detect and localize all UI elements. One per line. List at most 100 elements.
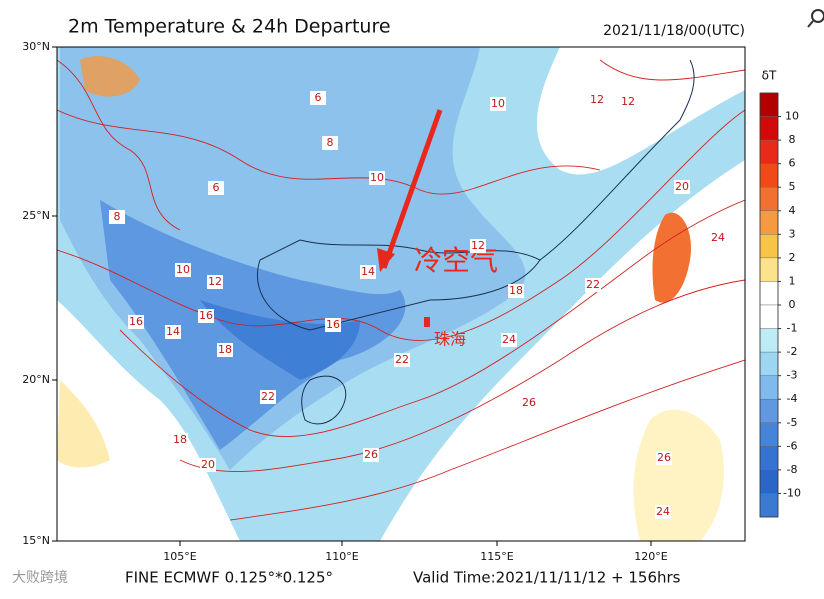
colorbar-label: 3 [789, 227, 796, 240]
colorbar-swatch [759, 210, 779, 235]
contour-label: 6 [315, 91, 322, 104]
colorbar-swatch [759, 234, 779, 259]
colorbar-swatch [759, 375, 779, 400]
colorbar-swatch [759, 257, 779, 282]
contour-label: 26 [364, 448, 378, 461]
lat-label: 15°N [22, 534, 50, 547]
colorbar-label: -2 [787, 345, 798, 358]
colorbar-label: 5 [789, 180, 796, 193]
valid-time: Valid Time:2021/11/11/12 + 156hrs [413, 569, 681, 587]
arrow-shaft [381, 109, 443, 269]
contour-label-bg [394, 353, 410, 367]
contour-label: 8 [114, 210, 121, 223]
arrow-head [377, 248, 395, 272]
contour-label: 12 [471, 239, 485, 252]
colorbar-swatch [759, 116, 779, 141]
colorbar-swatch [759, 187, 779, 211]
contour-label: 24 [502, 333, 516, 346]
colorbar-label: 0 [789, 298, 796, 311]
city-label: 珠海 [434, 330, 466, 349]
city-marker [424, 317, 430, 327]
colorbar-swatch [759, 399, 779, 423]
contour-label: 18 [218, 343, 232, 356]
contour-label-bg [674, 180, 690, 194]
colorbar-label: 10 [785, 110, 799, 123]
contour-label: 14 [166, 325, 180, 338]
colorbar-label: 1 [789, 274, 796, 287]
datetime: 2021/11/18/00(UTC) [603, 23, 745, 39]
contour-label-bg [585, 278, 601, 292]
colorbar-label: -8 [787, 463, 798, 476]
contour-label-bg [369, 171, 385, 185]
lat-label: 20°N [22, 373, 50, 386]
contour-label: 24 [711, 231, 725, 244]
contour-label: 20 [675, 180, 689, 193]
contour-label: 10 [370, 171, 384, 184]
colorbar-swatch [759, 422, 779, 447]
contour-label: 18 [509, 284, 523, 297]
contour-label: 18 [173, 433, 187, 446]
contour-label-bg [589, 93, 605, 107]
colorbar-title: δT [762, 69, 777, 83]
contour-label-bg [655, 505, 671, 519]
contour-label: 10 [491, 97, 505, 110]
colorbar-swatch [759, 493, 779, 518]
contour-label: 10 [176, 263, 190, 276]
colorbar-label: -6 [787, 439, 798, 452]
contour-label: 26 [657, 451, 671, 464]
contour-label-bg [217, 343, 233, 357]
colorbar-swatch [759, 304, 779, 329]
contour-label: 12 [208, 275, 222, 288]
generated: 105°E 110°E 115°E 120°E30°N25°N20°N15°N1010… [22, 40, 801, 563]
contour-label: 22 [395, 353, 409, 366]
contour-label-bg [322, 136, 338, 150]
colorbar-label: -10 [783, 486, 801, 499]
contour-label: 22 [261, 390, 275, 403]
colorbar-label: 8 [789, 133, 796, 146]
colorbar-swatch [759, 469, 779, 494]
map-frame [56, 46, 746, 542]
contour-label-bg [198, 309, 214, 323]
contour-label-bg [208, 181, 224, 195]
colorbar-label: -3 [787, 369, 798, 382]
contour-label-bg [109, 210, 125, 224]
contour-label-bg [363, 448, 379, 462]
contour-label: 6 [213, 181, 220, 194]
map-field [57, 47, 745, 541]
model-label: FINE ECMWF 0.125°*0.125° [125, 569, 333, 587]
colorbar-swatch [759, 328, 779, 353]
contour-label-bg [710, 231, 726, 245]
contour-label: 26 [522, 396, 536, 409]
contour-label-bg [470, 239, 486, 253]
title: 2m Temperature & 24h Departure [68, 16, 391, 38]
contour-label-bg [521, 396, 537, 410]
contour-label-bg [325, 318, 341, 332]
colorbar-swatch [759, 351, 779, 376]
lon-label: 105°E [163, 550, 196, 563]
contour-label-bg [620, 95, 636, 109]
contour-label-bg [490, 97, 506, 111]
contour-label: 16 [326, 318, 340, 331]
lat-label: 25°N [22, 209, 50, 222]
contour-label: 12 [590, 93, 604, 106]
contour-label: 14 [361, 265, 375, 278]
colorbar-swatch [759, 281, 779, 306]
contour-label: 16 [199, 309, 213, 322]
contour-label-bg [172, 433, 188, 447]
colorbar-label: -1 [787, 322, 798, 335]
contour-label-bg [656, 451, 672, 465]
tool-icon[interactable] [807, 9, 824, 28]
contour-label: 16 [129, 315, 143, 328]
contour-label-bg [260, 390, 276, 404]
lon-label: 115°E [480, 550, 513, 563]
colorbar-label: -5 [787, 416, 798, 429]
colorbar-label: 2 [789, 251, 796, 264]
contour-label-bg [175, 263, 191, 277]
colorbar-label: -4 [787, 392, 798, 405]
contour-label-bg [207, 275, 223, 289]
contour-label-bg [310, 91, 326, 105]
contour-label-bg [508, 284, 524, 298]
lon-label: 120°E [634, 550, 667, 563]
colorbar-label: 4 [789, 204, 796, 217]
contour-label-bg [501, 333, 517, 347]
